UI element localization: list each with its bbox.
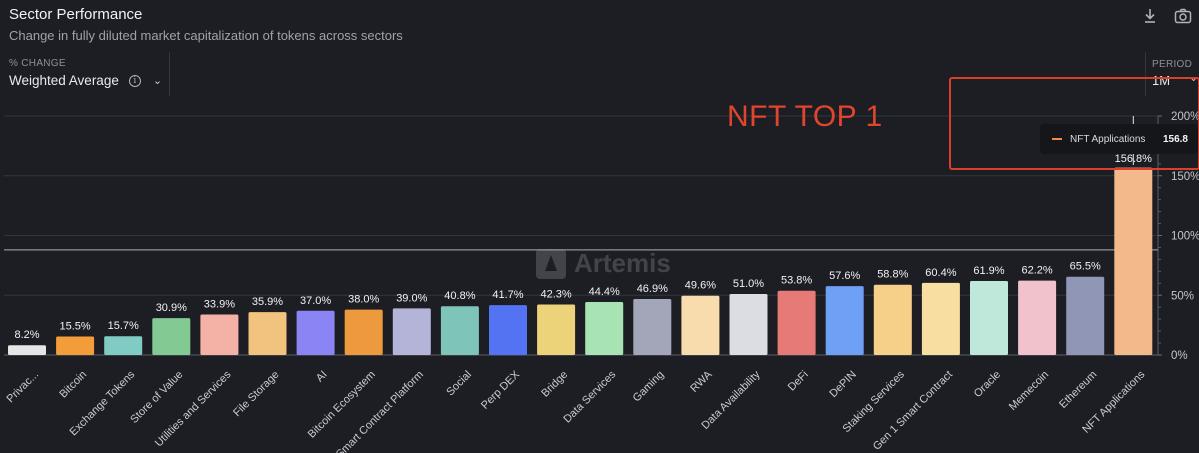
x-tick-label: Smart Contract Platform	[334, 369, 426, 453]
data-label: 42.3%	[540, 288, 571, 300]
data-label: 61.9%	[973, 265, 1004, 277]
x-tick-label: Perp DEX	[479, 368, 523, 412]
metric-select[interactable]: Weighted Average i ⌄	[9, 73, 162, 88]
bar	[777, 290, 816, 355]
y-tick-label: 0%	[1171, 350, 1188, 362]
bar	[440, 306, 479, 355]
data-label: 62.2%	[1021, 265, 1052, 277]
x-tick-label: AI	[314, 369, 330, 385]
x-tick-label: Memecoin	[1007, 369, 1051, 413]
data-label: 15.5%	[59, 320, 90, 332]
bar	[56, 336, 95, 355]
data-label: 58.8%	[877, 269, 908, 281]
bar	[729, 294, 768, 355]
artemis-watermark: Artemis	[536, 248, 671, 279]
x-tick-label: DeFi	[786, 369, 811, 394]
x-tick-label: Ethereum	[1057, 369, 1099, 411]
data-label: 39.0%	[396, 292, 427, 304]
data-label: 33.9%	[204, 298, 235, 310]
data-label: 30.9%	[156, 302, 187, 314]
bar	[873, 284, 912, 355]
data-label: 49.6%	[685, 280, 716, 292]
bar	[392, 308, 431, 355]
artemis-logo-icon	[536, 248, 566, 279]
period-label: PERIOD	[1152, 59, 1193, 70]
chart-subtitle: Change in fully diluted market capitaliz…	[9, 28, 403, 43]
camera-icon[interactable]	[1173, 6, 1193, 26]
bar	[681, 295, 720, 355]
y-tick-label: 100%	[1171, 231, 1199, 243]
bar	[8, 345, 46, 355]
bar	[921, 282, 960, 355]
info-icon[interactable]: i	[128, 74, 141, 87]
bar	[537, 304, 576, 355]
data-label: 53.8%	[781, 275, 812, 287]
data-label: 15.7%	[108, 320, 139, 332]
bar	[296, 310, 335, 355]
chevron-down-icon: ⌄	[152, 75, 163, 87]
divider	[1145, 52, 1146, 96]
x-tick-label: Privac...	[5, 369, 42, 406]
bar	[585, 301, 624, 355]
x-tick-label: Social	[444, 369, 474, 399]
metric-value: Weighted Average	[9, 73, 119, 88]
download-icon[interactable]	[1140, 6, 1160, 26]
bar	[1066, 276, 1105, 355]
bar	[825, 286, 864, 355]
annotation-text: NFT TOP 1	[727, 100, 883, 133]
data-label: 57.6%	[829, 270, 860, 282]
bar	[200, 314, 239, 355]
data-label: 41.7%	[492, 289, 523, 301]
data-label: 51.0%	[733, 278, 764, 290]
data-label: 37.0%	[300, 295, 331, 307]
bar	[970, 281, 1008, 355]
bar	[633, 298, 672, 355]
data-label: 46.9%	[637, 283, 668, 295]
bar	[104, 336, 143, 355]
bar	[489, 305, 527, 355]
tooltip-swatch	[1052, 138, 1062, 140]
data-label: 60.4%	[925, 267, 956, 279]
data-label: 40.8%	[444, 290, 475, 302]
bar	[152, 318, 191, 355]
x-tick-label: RWA	[688, 368, 715, 395]
chart-title: Sector Performance	[9, 6, 143, 23]
x-tick-label: Gen 1 Smart Contract	[871, 369, 955, 453]
x-tick-label: File Storage	[231, 369, 281, 419]
x-tick-label: DePIN	[827, 369, 858, 400]
x-tick-label: Gaming	[631, 369, 667, 405]
data-label: 44.4%	[589, 286, 620, 298]
bar	[248, 312, 287, 355]
bar	[1114, 167, 1153, 355]
x-tick-label: Bitcoin	[57, 369, 89, 401]
chart-tooltip: NFT Applications 156.8	[1040, 124, 1198, 154]
y-tick-label: 200%	[1171, 111, 1199, 123]
data-label: 65.5%	[1070, 261, 1101, 273]
x-tick-label: Oracle	[972, 369, 1003, 400]
watermark-text: Artemis	[574, 248, 671, 278]
x-tick-label: Data Services	[561, 368, 618, 425]
tooltip-value: 156.8	[1162, 133, 1188, 145]
data-label: 38.0%	[348, 294, 379, 306]
x-tick-label: Bridge	[539, 369, 570, 400]
metric-label: % CHANGE	[9, 58, 66, 69]
bar	[344, 309, 383, 355]
tooltip-series: NFT Applications	[1070, 133, 1146, 145]
period-value: 1M	[1152, 73, 1171, 88]
y-tick-label: 150%	[1171, 171, 1199, 183]
data-label: 35.9%	[252, 296, 283, 308]
y-tick-label: 50%	[1171, 290, 1194, 302]
divider	[169, 52, 170, 96]
data-label: 8.2%	[14, 329, 39, 341]
bar	[1018, 280, 1057, 355]
